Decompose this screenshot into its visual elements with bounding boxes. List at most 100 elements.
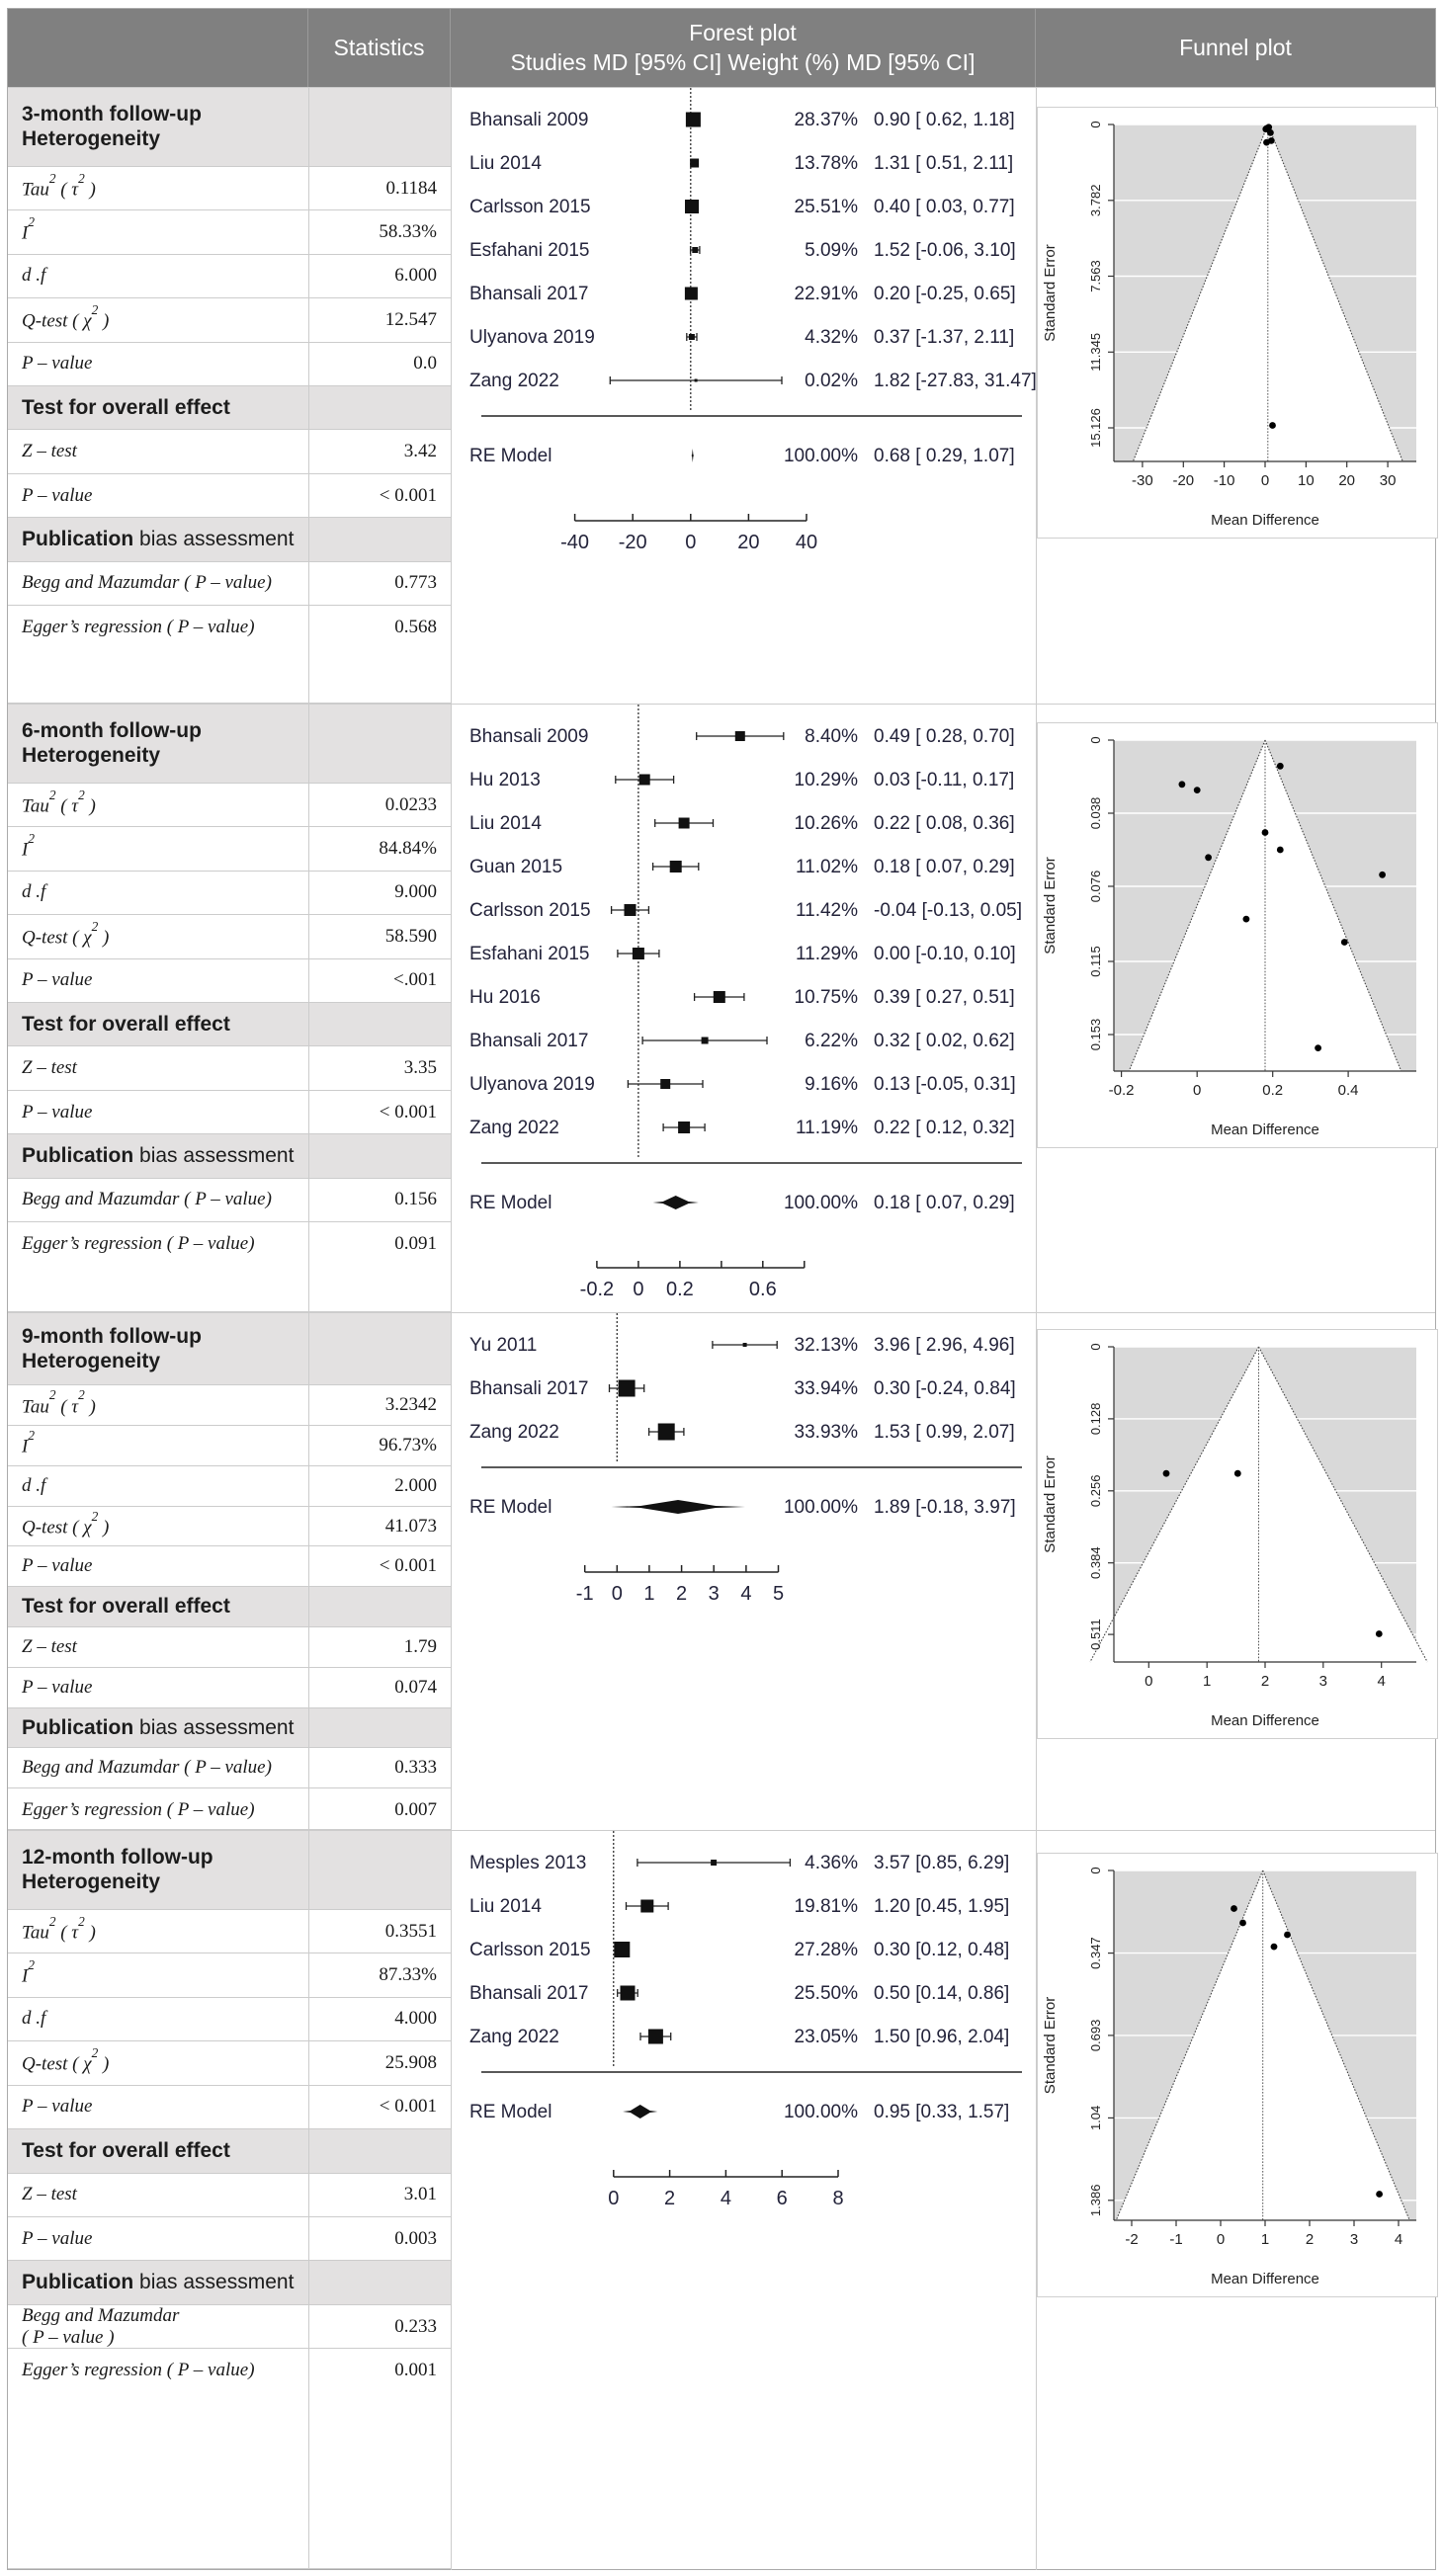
svg-text:4: 4 [1378,1673,1386,1690]
svg-text:25.51%: 25.51% [795,197,859,217]
svg-text:2: 2 [664,2188,675,2209]
svg-text:0.20 [-0.25, 0.65]: 0.20 [-0.25, 0.65] [874,284,1016,304]
svg-text:4.32%: 4.32% [805,327,858,348]
svg-text:0.02%: 0.02% [805,371,858,391]
svg-text:Carlsson 2015: Carlsson 2015 [469,1940,591,1960]
svg-text:0: 0 [1088,1343,1103,1350]
svg-text:3.57 [0.85, 6.29]: 3.57 [0.85, 6.29] [874,1853,1009,1873]
svg-text:2: 2 [1261,1673,1269,1690]
svg-text:RE Model: RE Model [469,2102,552,2122]
svg-text:-20: -20 [619,532,647,553]
svg-text:1.31 [ 0.51, 2.11]: 1.31 [ 0.51, 2.11] [874,153,1013,174]
svg-text:0.256: 0.256 [1088,1475,1103,1508]
svg-text:8.40%: 8.40% [805,726,858,747]
svg-text:Guan 2015: Guan 2015 [469,857,562,877]
svg-text:Liu 2014: Liu 2014 [469,153,542,174]
svg-text:Zang 2022: Zang 2022 [469,1118,559,1138]
svg-text:1.53 [ 0.99, 2.07]: 1.53 [ 0.99, 2.07] [874,1422,1015,1443]
svg-text:100.00%: 100.00% [784,1193,858,1213]
svg-text:3: 3 [1319,1673,1327,1690]
svg-text:2: 2 [676,1583,687,1605]
svg-text:0.153: 0.153 [1088,1019,1103,1051]
svg-text:0.49 [ 0.28, 0.70]: 0.49 [ 0.28, 0.70] [874,726,1015,747]
svg-text:0.50 [0.14, 0.86]: 0.50 [0.14, 0.86] [874,1983,1009,2004]
svg-text:10.26%: 10.26% [795,813,859,834]
svg-text:25.50%: 25.50% [795,1983,859,2004]
svg-text:13.78%: 13.78% [795,153,859,174]
svg-text:-0.04 [-0.13, 0.05]: -0.04 [-0.13, 0.05] [874,900,1022,921]
svg-text:0.115: 0.115 [1088,946,1103,977]
svg-text:19.81%: 19.81% [795,1896,859,1917]
svg-text:1.04: 1.04 [1088,2106,1103,2130]
svg-text:1.50 [0.96, 2.04]: 1.50 [0.96, 2.04] [874,2027,1009,2047]
svg-text:1: 1 [1203,1673,1211,1690]
svg-text:5: 5 [773,1583,784,1605]
svg-text:22.91%: 22.91% [795,284,859,304]
svg-text:8: 8 [832,2188,843,2209]
svg-text:Zang 2022: Zang 2022 [469,2027,559,2047]
svg-text:0: 0 [608,2188,619,2209]
svg-text:RE Model: RE Model [469,1497,552,1518]
svg-text:0.693: 0.693 [1088,2020,1103,2052]
svg-text:Carlsson 2015: Carlsson 2015 [469,900,591,921]
svg-text:0.18 [ 0.07, 0.29]: 0.18 [ 0.07, 0.29] [874,1193,1015,1213]
svg-text:0.00 [-0.10, 0.10]: 0.00 [-0.10, 0.10] [874,944,1016,964]
svg-text:9.16%: 9.16% [805,1074,858,1095]
svg-text:4: 4 [721,2188,731,2209]
svg-text:-20: -20 [1172,472,1194,489]
svg-text:1: 1 [1261,2231,1269,2248]
svg-text:40: 40 [796,532,817,553]
svg-text:0.40 [ 0.03, 0.77]: 0.40 [ 0.03, 0.77] [874,197,1015,217]
svg-text:11.02%: 11.02% [796,857,858,877]
svg-text:0.128: 0.128 [1088,1403,1103,1436]
svg-text:4: 4 [740,1583,751,1605]
svg-text:0.18 [ 0.07, 0.29]: 0.18 [ 0.07, 0.29] [874,857,1015,877]
svg-text:20: 20 [737,532,759,553]
svg-text:3: 3 [709,1583,720,1605]
svg-text:15.126: 15.126 [1088,408,1103,448]
svg-text:-30: -30 [1132,472,1153,489]
svg-text:4.36%: 4.36% [805,1853,858,1873]
svg-text:100.00%: 100.00% [784,446,858,466]
svg-text:0.30 [-0.24, 0.84]: 0.30 [-0.24, 0.84] [874,1378,1016,1399]
svg-text:0.347: 0.347 [1088,1937,1103,1969]
svg-text:0.90 [ 0.62, 1.18]: 0.90 [ 0.62, 1.18] [874,110,1015,130]
svg-text:-2: -2 [1125,2231,1138,2248]
svg-text:0.22 [ 0.08, 0.36]: 0.22 [ 0.08, 0.36] [874,813,1015,834]
svg-text:Hu 2013: Hu 2013 [469,770,541,790]
svg-text:0.2: 0.2 [1262,1082,1283,1099]
svg-text:Standard Error: Standard Error [1042,857,1059,954]
svg-text:23.05%: 23.05% [795,2027,859,2047]
svg-text:RE Model: RE Model [469,446,552,466]
svg-text:0.68 [ 0.29, 1.07]: 0.68 [ 0.29, 1.07] [874,446,1015,466]
svg-text:Zang 2022: Zang 2022 [469,1422,559,1443]
svg-text:Mean Difference: Mean Difference [1211,1712,1319,1729]
svg-text:11.29%: 11.29% [796,944,858,964]
svg-text:27.28%: 27.28% [795,1940,859,1960]
svg-text:0.384: 0.384 [1088,1546,1103,1579]
svg-text:Mean Difference: Mean Difference [1211,512,1319,529]
svg-text:3: 3 [1350,2231,1358,2248]
svg-text:0.22 [ 0.12, 0.32]: 0.22 [ 0.12, 0.32] [874,1118,1015,1138]
svg-text:10.29%: 10.29% [795,770,859,790]
svg-text:0.038: 0.038 [1088,797,1103,830]
svg-text:Standard Error: Standard Error [1042,1455,1059,1552]
svg-text:0.39 [ 0.27, 0.51]: 0.39 [ 0.27, 0.51] [874,987,1015,1008]
svg-text:28.37%: 28.37% [795,110,859,130]
svg-text:3.782: 3.782 [1088,185,1103,217]
svg-text:11.42%: 11.42% [796,900,858,921]
svg-text:0.076: 0.076 [1088,871,1103,903]
svg-text:Mean Difference: Mean Difference [1211,2271,1319,2287]
svg-text:1.89 [-0.18, 3.97]: 1.89 [-0.18, 3.97] [874,1497,1016,1518]
svg-text:Bhansali 2017: Bhansali 2017 [469,1031,588,1051]
svg-text:1.52 [-0.06, 3.10]: 1.52 [-0.06, 3.10] [874,240,1016,261]
svg-text:0.6: 0.6 [749,1279,777,1300]
svg-text:100.00%: 100.00% [784,2102,858,2122]
svg-text:20: 20 [1338,472,1355,489]
svg-text:Hu 2016: Hu 2016 [469,987,541,1008]
svg-text:10.75%: 10.75% [795,987,859,1008]
svg-text:1.386: 1.386 [1088,2185,1103,2217]
svg-text:-0.2: -0.2 [580,1279,614,1300]
svg-text:Bhansali 2017: Bhansali 2017 [469,1378,588,1399]
svg-text:Ulyanova 2019: Ulyanova 2019 [469,1074,595,1095]
